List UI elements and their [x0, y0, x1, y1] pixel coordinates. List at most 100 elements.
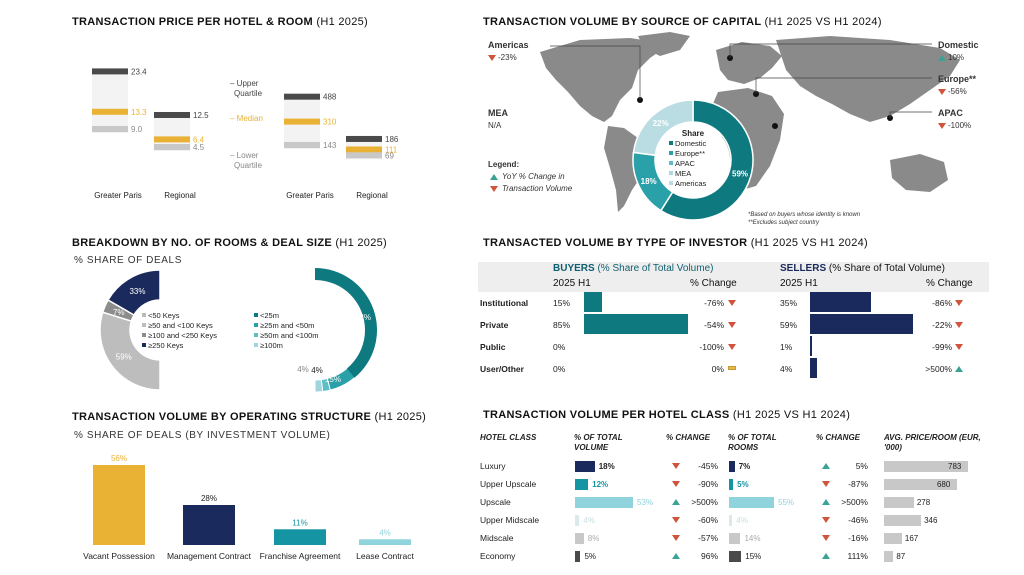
region-apac-change: -100%: [948, 121, 972, 130]
rooms-bar: [729, 551, 742, 562]
rooms-change-icon: [822, 499, 830, 505]
rooms-slice-label: 59%: [116, 353, 132, 362]
structure-category-label: Franchise Agreement: [260, 551, 341, 561]
buyers-share-label: 0%: [553, 342, 566, 352]
rooms-change-icon: [822, 517, 830, 523]
investor-category: User/Other: [480, 364, 524, 374]
sellers-change-label: >500%: [925, 364, 952, 374]
price-panel-title: TRANSACTION PRICE PER HOTEL & ROOM (H1 2…: [72, 16, 368, 28]
capital-legend-label: MEA: [675, 169, 691, 178]
upper-quartile-mark: [346, 135, 382, 142]
americas-down-icon: [488, 55, 496, 61]
volume-label: 12%: [592, 480, 609, 489]
price-bar: [884, 551, 894, 562]
upper-quartile-label: 12.5: [193, 111, 209, 120]
upper-quartile-label: 488: [323, 93, 337, 102]
legend-lower-quartile: – Lower: [230, 151, 259, 160]
structure-bar: [183, 505, 235, 545]
rooms-label: 14%: [744, 534, 761, 543]
dealsize-slice-label: 78%: [355, 313, 371, 322]
volume-change-icon: [672, 481, 680, 487]
buyers-change-icon: [728, 300, 736, 306]
region-mea-change: N/A: [488, 121, 502, 130]
rooms-bar: [729, 515, 733, 526]
sellers-bar: [810, 336, 812, 356]
upper-quartile-mark: [154, 112, 190, 118]
volume-label: 18%: [598, 462, 615, 471]
structure-bar: [93, 465, 145, 545]
class-header-volume-change: % CHANGE: [666, 433, 711, 442]
rooms-legend-label: ≥250 Keys: [148, 341, 184, 350]
class-name: Luxury: [480, 461, 506, 471]
capital-footnote-2: **Excludes subject country: [748, 220, 820, 226]
class-name: Upper Upscale: [480, 479, 537, 489]
volume-change-label: -57%: [698, 533, 718, 543]
rooms-change-label: -16%: [848, 533, 868, 543]
legend-up-icon: [490, 174, 498, 180]
rooms-change-icon: [822, 481, 830, 487]
region-domestic-name: Domestic: [938, 40, 979, 50]
sellers-change-icon: [955, 366, 963, 372]
buyers-change-label: -54%: [704, 320, 724, 330]
structure-bar-label: 4%: [379, 528, 391, 537]
sellers-change-header: % Change: [926, 278, 973, 289]
buyers-share-label: 0%: [553, 364, 566, 374]
sellers-change-label: -86%: [932, 298, 952, 308]
lower-quartile-mark: [346, 152, 382, 159]
capital-legend-swatch: [669, 171, 673, 175]
volume-change-label: 96%: [700, 551, 718, 561]
price-bar: [884, 479, 957, 490]
europe-leader: [755, 77, 932, 94]
price-label: 278: [916, 498, 931, 507]
lower-quartile-mark: [154, 144, 190, 150]
domestic-up-icon: [938, 55, 946, 61]
structure-bar: [274, 529, 326, 545]
capital-slice-label: 18%: [641, 177, 657, 186]
sellers-change-icon: [955, 300, 963, 306]
volume-label: 8%: [587, 534, 600, 543]
rooms-label: 15%: [745, 552, 762, 561]
lower-quartile-label: 143: [323, 141, 337, 150]
volume-change-icon: [672, 463, 680, 469]
apac-down-icon: [938, 123, 946, 129]
legend-down-text: Transaction Volume: [502, 184, 573, 193]
class-header-volume: % OF TOTAL VOLUME: [574, 433, 623, 452]
volume-bar: [575, 479, 589, 490]
dealsize-slice-label: 4%: [297, 365, 309, 374]
rooms-legend-swatch: [142, 313, 146, 317]
capital-legend-swatch: [669, 151, 673, 155]
buyers-bar: [584, 314, 688, 334]
median-mark: [284, 118, 320, 125]
sellers-bar: [810, 358, 817, 378]
rooms-slice: [99, 311, 161, 391]
region-domestic-change: 10%: [948, 53, 965, 62]
dealsize-legend-swatch: [254, 313, 258, 317]
rooms-change-icon: [822, 463, 830, 469]
class-header-rooms-change: % CHANGE: [816, 433, 861, 442]
lower-quartile-label: 69: [385, 151, 394, 160]
buyers-change-icon: [728, 322, 736, 328]
median-mark: [154, 136, 190, 143]
dealsize-legend-label: ≥25m and <50m: [260, 321, 314, 330]
rooms-panel-subtitle: % SHARE OF DEALS: [74, 255, 182, 266]
rooms-change-label: -46%: [848, 515, 868, 525]
structure-panel-title: TRANSACTION VOLUME BY OPERATING STRUCTUR…: [72, 411, 427, 423]
capital-center-title: Share: [682, 129, 705, 138]
rooms-change-label: 5%: [855, 461, 868, 471]
capital-legend-swatch: [669, 141, 673, 145]
upper-quartile-mark: [92, 68, 128, 75]
capital-slice-label: 59%: [732, 170, 748, 179]
class-header-class: HOTEL CLASS: [480, 433, 537, 442]
rooms-label: 7%: [738, 462, 751, 471]
buyers-share-label: 85%: [553, 320, 571, 330]
sellers-change-label: -22%: [932, 320, 952, 330]
lower-quartile-label: 4.5: [193, 143, 205, 152]
class-header-rooms: % OF TOTAL ROOMS: [728, 433, 777, 452]
median-mark: [346, 146, 382, 153]
class-name: Upscale: [480, 497, 511, 507]
investor-panel-title: TRANSACTED VOLUME BY TYPE OF INVESTOR (H…: [483, 237, 868, 249]
sellers-period-header: 2025 H1: [780, 278, 818, 289]
volume-label: 4%: [583, 516, 595, 525]
sellers-share-label: 4%: [780, 364, 793, 374]
rooms-label: 55%: [778, 498, 795, 507]
